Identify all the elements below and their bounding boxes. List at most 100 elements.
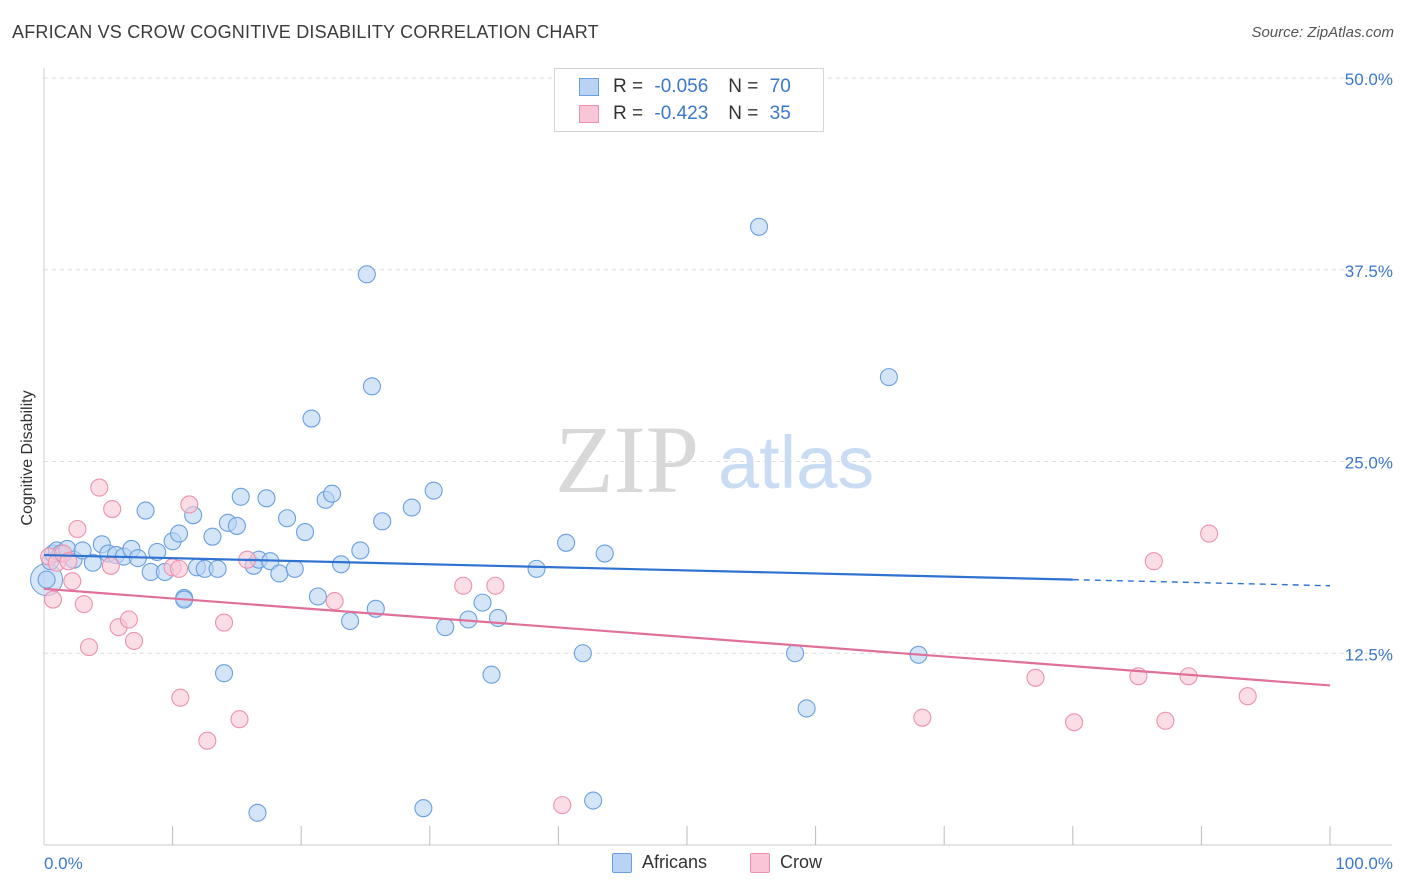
correlation-legend: R = -0.056 N = 70 R = -0.423 N = 35 [554,68,824,132]
data-point-africans [136,501,155,520]
data-point-crow [1156,711,1175,730]
data-point-africans [257,489,276,508]
data-point-crow [103,500,122,519]
tick-labels: 12.5% 25.0% 37.5% 50.0% 0.0% 100.0% [44,70,1393,873]
trend-line-africans [43,553,1073,581]
legend-r-value: -0.056 [654,76,709,97]
data-point-africans [357,265,376,284]
y-tick-label: 25.0% [1345,454,1393,473]
data-point-crow [325,592,344,611]
data-point-crow [59,552,78,571]
source-credit: Source: ZipAtlas.com [1251,24,1394,41]
data-point-crow [68,519,87,539]
watermark-zip: ZIP [555,406,699,513]
data-point-crow [214,613,234,632]
data-point-crow [43,590,63,609]
data-point-africans [308,587,327,606]
legend-row-africans: R = -0.056 N = 70 [579,74,791,100]
data-point-africans [169,524,189,543]
data-point-crow [230,710,249,729]
trend-line-crow [43,587,1331,687]
data-point-africans [879,368,898,387]
data-point-africans [402,498,421,517]
trend-line-extension-africans [1072,578,1331,587]
data-point-crow [913,708,932,727]
legend-r-value: -0.423 [654,103,709,124]
data-point-africans [83,553,102,572]
data-point-crow [1144,552,1163,571]
x-tick-label-max: 100.0% [1335,854,1393,873]
legend-swatch-crow [579,105,599,123]
legend-n-value: 35 [769,103,791,124]
axis-layer [43,68,1392,846]
y-tick-label: 50.0% [1345,70,1393,89]
legend-r-label: R = [613,76,644,97]
data-point-africans [278,509,297,528]
chart-title: AFRICAN VS CROW COGNITIVE DISABILITY COR… [12,22,599,42]
data-point-crow [486,576,505,595]
data-point-africans [436,618,455,637]
legend-label-africans: Africans [642,852,708,872]
data-point-crow [553,796,572,815]
data-point-crow [90,478,109,497]
data-point-africans [785,644,805,663]
data-point-africans [302,409,321,428]
data-point-crow [1238,687,1257,706]
data-point-crow [454,576,473,595]
y-tick-label: 12.5% [1345,645,1393,664]
data-point-africans [332,555,351,574]
legend-swatch-crow [750,852,770,873]
data-point-africans [527,559,546,578]
data-point-crow [1200,524,1219,543]
data-point-africans [414,799,433,818]
data-point-africans [208,559,227,578]
data-point-africans [203,527,222,546]
legend-row-crow: R = -0.423 N = 35 [579,101,791,127]
data-point-africans [373,512,392,531]
watermark: ZIP atlas [555,406,874,513]
data-point-africans [362,377,381,396]
data-point-africans [37,570,56,589]
legend-r-label: R = [613,103,644,124]
data-point-africans [285,559,304,578]
data-point-africans [557,533,576,552]
data-point-crow [1026,668,1045,687]
data-point-crow [198,731,217,750]
data-point-africans [148,542,167,562]
data-point-crow [79,638,99,657]
legend-label-crow: Crow [780,852,823,872]
data-point-africans [573,644,592,663]
data-point-africans [73,541,92,560]
data-point-africans [323,484,342,503]
data-point-africans [482,665,501,684]
data-point-crow [124,631,144,651]
data-point-africans [424,481,443,500]
y-axis-label: Cognitive Disability [19,390,36,526]
points-layer [30,217,1257,822]
data-point-crow [119,610,138,629]
data-point-crow [169,559,189,578]
x-tick-label-min: 0.0% [44,854,83,873]
data-point-crow [1065,713,1084,732]
legend-swatch-africans [612,852,632,873]
data-point-africans [231,487,250,506]
data-point-africans [797,699,816,718]
data-point-africans [595,544,614,563]
data-point-crow [180,495,199,514]
legend-swatch-africans [579,78,599,96]
trend-layer [43,553,1331,687]
data-point-crow [63,572,82,591]
data-point-africans [584,791,603,810]
legend-n-value: 70 [769,76,791,97]
series-legend: Africans Crow [0,852,1406,878]
data-point-africans [214,664,234,683]
data-point-africans [270,564,289,583]
data-point-africans [473,593,492,612]
watermark-atlas: atlas [718,421,874,504]
data-point-africans [749,217,769,236]
data-point-africans [351,541,370,560]
legend-item-africans: Africans [612,852,707,873]
data-point-crow [171,688,190,707]
data-point-crow [74,595,93,614]
